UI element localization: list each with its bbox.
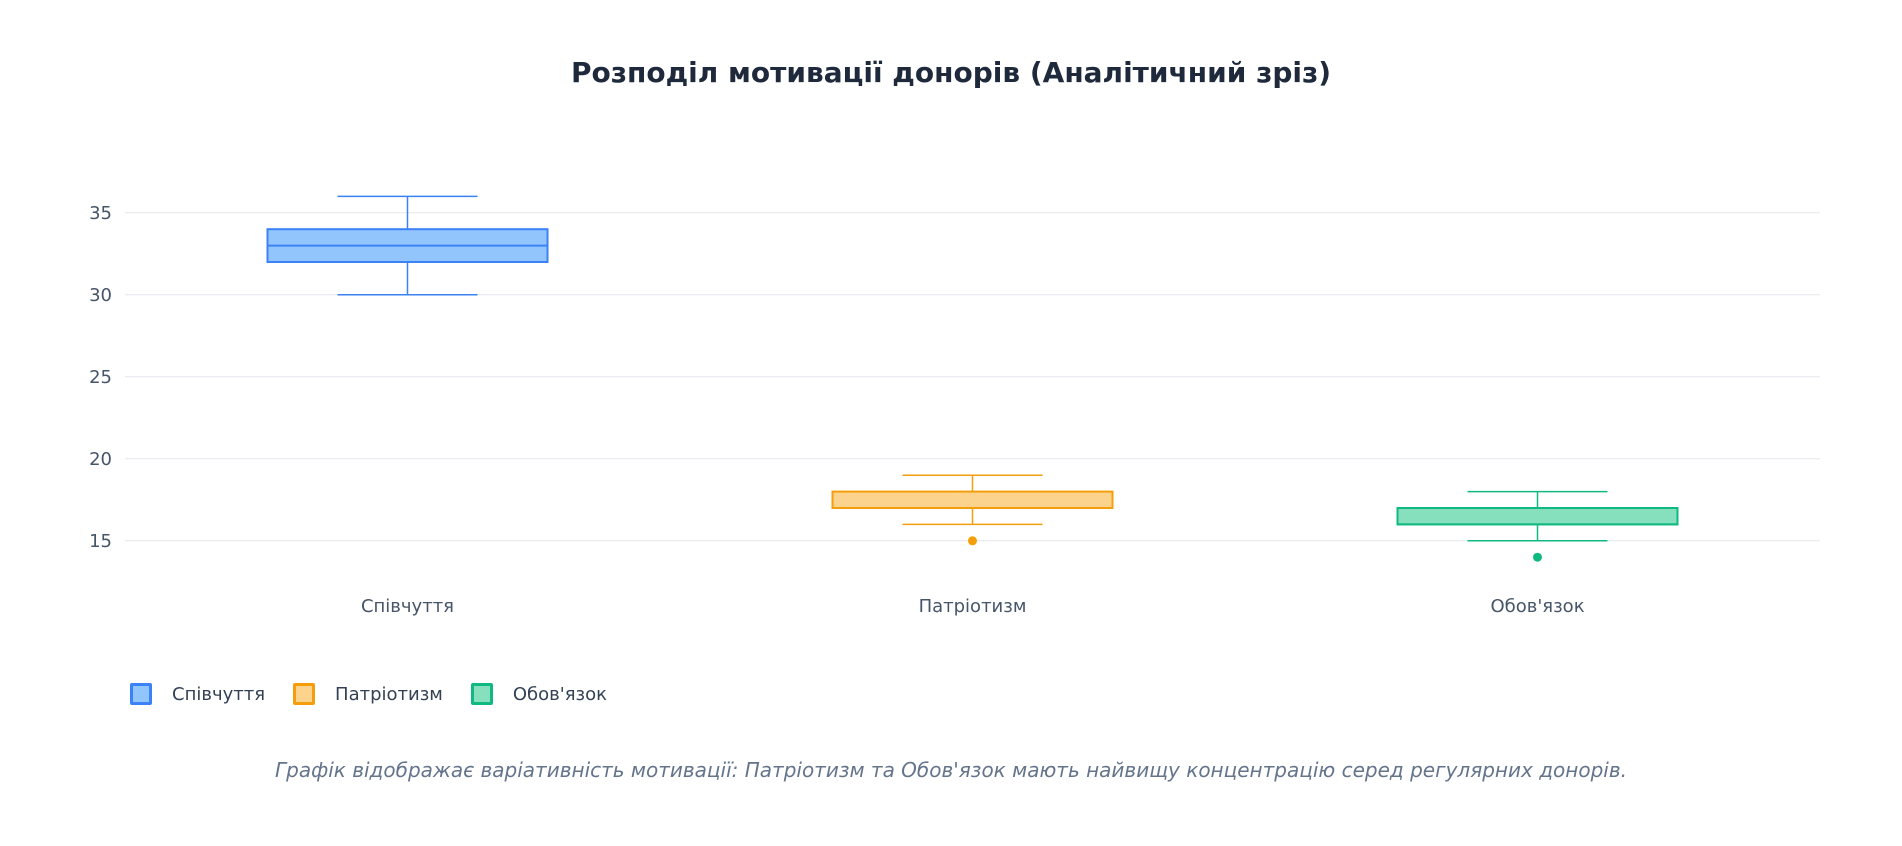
y-tick-label: 30 (89, 285, 112, 306)
chart-title: Розподіл мотивації донорів (Аналітичний … (570, 56, 1332, 89)
y-tick-label: 35 (89, 203, 112, 224)
chart-caption: Графік відображає варіативність мотиваці… (275, 758, 1627, 782)
y-tick-label: 25 (89, 367, 112, 388)
legend-label: Обов'язок (512, 683, 607, 705)
legend-label: Патріотизм (335, 683, 443, 705)
legend-label: Співчуття (172, 683, 266, 705)
legend-swatch (293, 683, 316, 705)
legend: Співчуття Патріотизм Обов'язок (130, 683, 635, 705)
y-tick-label: 20 (89, 449, 112, 470)
legend-item-patriotyzm[interactable]: Патріотизм (293, 683, 443, 705)
x-tick-label: Співчуття (361, 596, 454, 617)
outlier-point (1533, 552, 1542, 562)
y-tick-label: 15 (89, 531, 112, 552)
x-tick-label: Патріотизм (919, 596, 1027, 617)
legend-item-spivchuttia[interactable]: Співчуття (130, 683, 265, 705)
legend-swatch (470, 683, 493, 705)
box-0 (266, 195, 549, 296)
legend-swatch (130, 683, 152, 705)
box-iqr (831, 490, 1114, 510)
legend-item-oboviazok[interactable]: Обов'язок (470, 683, 607, 705)
box-iqr (1396, 507, 1679, 526)
outlier-point (968, 536, 977, 546)
x-tick-label: Обов'язок (1490, 596, 1584, 617)
box-1 (831, 474, 1114, 546)
box-2 (1396, 490, 1679, 562)
